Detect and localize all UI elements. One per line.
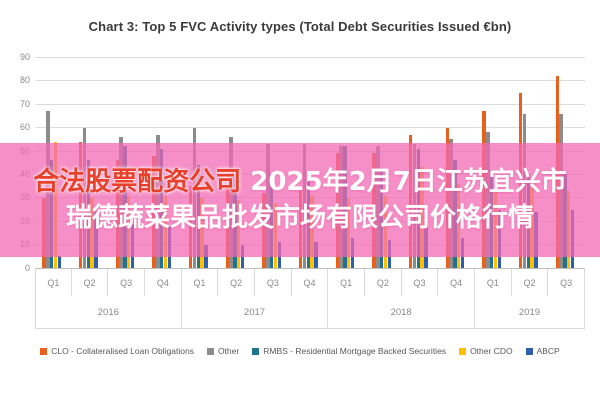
legend: CLO - Collateralised Loan Obligations Oth… (0, 346, 600, 356)
bar-2016-q1-s4 (57, 256, 61, 268)
promo-overlay-banner: 合法股票配资公司 2025年2月7日江苏宜兴市 瑞德蔬菜果品批发市场有限公司价格… (0, 143, 600, 257)
legend-label: Other (217, 346, 240, 356)
x-year-label-2016: 2016 (35, 296, 182, 328)
y-axis-tick-label: 0 (24, 262, 30, 273)
x-tick-2016-q3: Q3 (108, 269, 145, 296)
legend-label: Other CDO (470, 346, 513, 356)
x-year-label-2017: 2017 (182, 296, 329, 328)
gridline-y60 (35, 127, 585, 129)
x-tick-2016-q2: Q2 (72, 269, 109, 296)
year-label-row: 2016 2017 2018 2019 (35, 296, 585, 329)
x-tick-2017-q3: Q3 (255, 269, 292, 296)
y-axis-tick-label: 60 (19, 122, 30, 133)
legend-item: Other CDO (459, 346, 513, 356)
legend-item: RMBS - Residential Mortgage Backed Secur… (252, 346, 446, 356)
overlay-date-text: 2025年2月7日江苏宜兴市 (241, 166, 567, 197)
x-tick-2016-q4: Q4 (145, 269, 182, 296)
legend-swatch-icon (206, 347, 214, 355)
y-axis-tick-label: 70 (19, 98, 30, 109)
legend-label: CLO - Collateralised Loan Obligations (51, 346, 194, 356)
legend-swatch-icon (459, 347, 467, 355)
legend-label: RMBS - Residential Mortgage Backed Secur… (263, 346, 447, 356)
quarter-label-row: Q1 Q2 Q3 Q4 Q1 Q2 Q3 Q4 Q1 Q2 Q3 Q4 Q1 Q2 Q3 (35, 269, 585, 296)
x-tick-2017-q4: Q4 (292, 269, 329, 296)
x-tick-2019-q2: Q2 (512, 269, 549, 296)
x-tick-2018-q1: Q1 (328, 269, 365, 296)
legend-swatch-icon (40, 347, 48, 355)
x-axis: Q1 Q2 Q3 Q4 Q1 Q2 Q3 Q4 Q1 Q2 Q3 Q4 Q1 Q2 Q3 2016 2017 2… (35, 268, 585, 329)
x-tick-2016-q1: Q1 (35, 269, 72, 296)
x-tick-2017-q1: Q1 (182, 269, 219, 296)
y-axis-tick-label: 90 (19, 52, 30, 62)
x-tick-2018-q4: Q4 (438, 269, 475, 296)
legend-item: Other (206, 346, 240, 356)
gridline-y80 (35, 80, 585, 82)
legend-swatch-icon (525, 347, 533, 355)
x-tick-2018-q3: Q3 (402, 269, 439, 296)
gridline-y70 (35, 103, 585, 105)
overlay-text-line1: 合法股票配资公司 2025年2月7日江苏宜兴市 (33, 166, 567, 199)
y-axis-tick-label: 80 (19, 75, 30, 86)
x-tick-2019-q1: Q1 (475, 269, 512, 296)
x-tick-2017-q2: Q2 (218, 269, 255, 296)
x-tick-2019-q3: Q3 (548, 269, 585, 296)
legend-item: ABCP (525, 346, 560, 356)
gridline-y90 (35, 57, 585, 58)
overlay-brand-text: 合法股票配资公司 (33, 166, 242, 197)
legend-item: CLO - Collateralised Loan Obligations (40, 346, 194, 356)
overlay-text-line2: 瑞德蔬菜果品批发市场有限公司价格行情 (65, 202, 534, 233)
x-year-label-2018: 2018 (328, 296, 475, 328)
x-tick-2018-q2: Q2 (365, 269, 402, 296)
x-year-label-2019: 2019 (475, 296, 585, 328)
chart-title: Chart 3: Top 5 FVC Activity types (Total… (88, 19, 512, 34)
legend-label: ABCP (536, 346, 560, 356)
legend-swatch-icon (252, 347, 260, 355)
